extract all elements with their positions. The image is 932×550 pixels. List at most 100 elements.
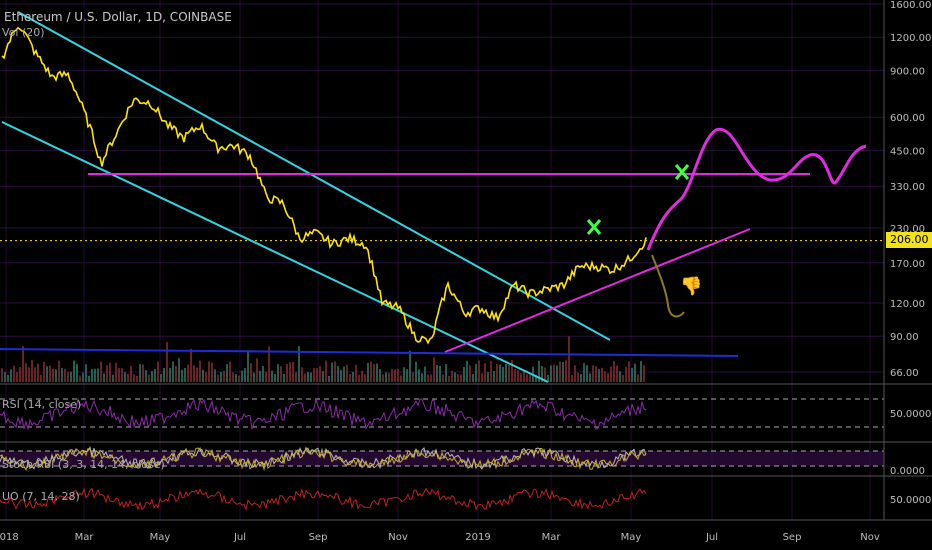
volume-bar	[628, 361, 630, 382]
volume-bar	[598, 369, 600, 382]
trend-lines	[0, 11, 884, 383]
volume-bar	[502, 367, 504, 382]
stoch-tick-label: 0.0000	[890, 466, 925, 477]
x-tick-label: Mar	[542, 532, 562, 543]
x-mark-2	[674, 164, 690, 180]
volume-bar	[73, 360, 75, 382]
volume-bar	[265, 371, 267, 382]
volume-bar	[106, 365, 108, 382]
volume-bar	[13, 365, 15, 382]
volume-bar	[349, 374, 351, 382]
volume-bar	[367, 362, 369, 382]
volume-bar	[619, 371, 621, 382]
volume-bar	[130, 366, 132, 382]
volume-bars	[1, 336, 645, 382]
volume-bar	[310, 372, 312, 382]
volume-bar	[346, 364, 348, 382]
volume-bar	[637, 374, 639, 382]
stoch-d-line	[0, 447, 647, 472]
volume-bar	[325, 360, 327, 382]
y-tick-label: 1200.00	[890, 33, 931, 44]
volume-bar	[262, 366, 264, 382]
volume-bar	[454, 372, 456, 382]
indicator-lines	[0, 397, 647, 511]
volume-bar	[403, 367, 405, 382]
volume-bar	[322, 371, 324, 382]
volume-bar	[190, 348, 192, 382]
volume-bar	[610, 366, 612, 382]
volume-bar	[259, 370, 261, 382]
volume-bar	[307, 372, 309, 382]
volume-bar	[361, 370, 363, 382]
indicator-panels	[0, 383, 932, 477]
volume-bar	[1, 368, 3, 382]
volume-bar	[544, 367, 546, 382]
volume-bar	[34, 367, 36, 382]
volume-bar	[205, 372, 207, 382]
volume-bar	[151, 371, 153, 382]
volume-bar	[343, 366, 345, 382]
x-tick-label: 2019	[465, 532, 490, 543]
x-tick-label: Nov	[860, 532, 880, 543]
volume-label: Vol (20)	[2, 26, 45, 39]
volume-bar	[286, 363, 288, 382]
volume-bar	[565, 360, 567, 382]
y-tick-label: 90.00	[890, 332, 919, 343]
volume-bar	[607, 373, 609, 382]
stoch-band	[0, 451, 884, 466]
volume-bar	[61, 368, 63, 382]
x-tick-label: May	[150, 532, 171, 543]
volume-bar	[70, 371, 72, 382]
volume-bar	[511, 359, 513, 382]
volume-bar	[4, 372, 6, 382]
volume-bar	[592, 365, 594, 382]
x-tick-label: Sep	[309, 532, 328, 543]
volume-bar	[82, 372, 84, 382]
volume-bar	[526, 374, 528, 382]
volume-bar	[466, 360, 468, 382]
volume-bar	[223, 370, 225, 382]
volume-bar	[196, 367, 198, 382]
volume-bar	[373, 364, 375, 382]
volume-bar	[295, 372, 297, 382]
volume-bar	[79, 375, 81, 382]
volume-bar	[91, 368, 93, 382]
volume-bar	[25, 363, 27, 382]
volume-bar	[490, 360, 492, 382]
uo-label: UO (7, 14, 28)	[2, 490, 80, 503]
volume-bar	[301, 367, 303, 382]
volume-bar	[10, 369, 12, 382]
rsi-label: RSI (14, close)	[2, 398, 82, 411]
volume-bar	[256, 358, 258, 382]
volume-bar	[463, 366, 465, 382]
volume-bar	[499, 364, 501, 382]
volume-bar	[289, 362, 291, 382]
volume-bar	[634, 363, 636, 382]
volume-bar	[157, 361, 159, 382]
volume-bar	[472, 373, 474, 382]
volume-bar	[154, 368, 156, 382]
volume-bar	[124, 372, 126, 382]
volume-bar	[571, 375, 573, 382]
volume-bar	[640, 361, 642, 382]
volume-bar	[415, 361, 417, 382]
volume-bar	[187, 364, 189, 382]
volume-bar	[379, 369, 381, 382]
volume-bar	[85, 364, 87, 382]
volume-bar	[271, 370, 273, 382]
volume-bar	[589, 373, 591, 382]
volume-bar	[643, 365, 645, 382]
volume-bar	[244, 368, 246, 382]
volume-bar	[364, 374, 366, 382]
volume-bar	[514, 368, 516, 382]
x-tick-label: 2018	[0, 532, 19, 543]
price-series	[1, 26, 647, 345]
volume-bar	[556, 365, 558, 382]
volume-bar	[394, 369, 396, 382]
volume-bar	[484, 363, 486, 382]
volume-bar	[250, 363, 252, 382]
channel-upper-line	[17, 11, 611, 341]
volume-bar	[580, 374, 582, 382]
volume-bar	[292, 361, 294, 382]
volume-bar	[226, 364, 228, 382]
